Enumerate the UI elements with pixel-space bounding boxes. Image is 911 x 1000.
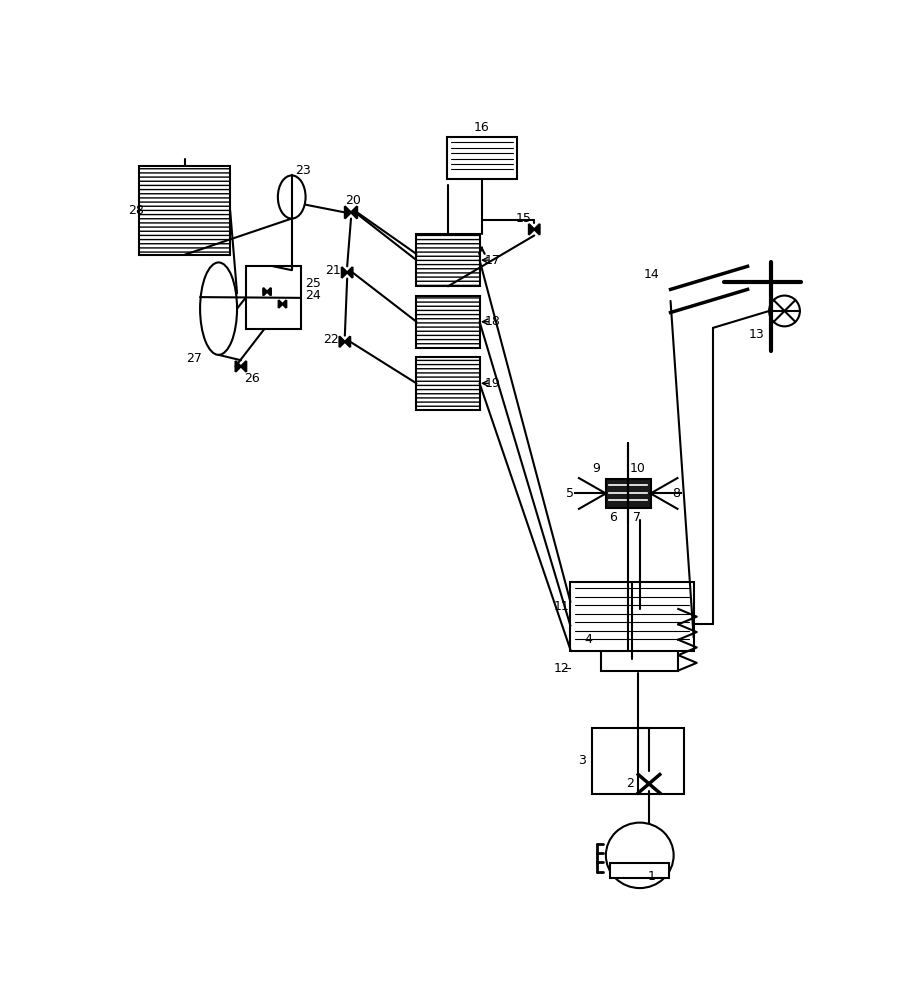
Bar: [606, 479, 650, 508]
Ellipse shape: [606, 823, 673, 888]
Text: 9: 9: [592, 462, 599, 475]
Bar: [601, 609, 679, 671]
Text: 24: 24: [305, 289, 321, 302]
Bar: [592, 728, 684, 794]
Text: 8: 8: [672, 487, 681, 500]
Bar: [570, 582, 693, 651]
Text: 20: 20: [345, 194, 361, 207]
Bar: [447, 137, 517, 179]
Polygon shape: [241, 361, 246, 372]
Ellipse shape: [200, 262, 237, 355]
Text: 18: 18: [485, 315, 500, 328]
Text: 16: 16: [474, 121, 490, 134]
Polygon shape: [534, 224, 539, 235]
Text: 4: 4: [584, 633, 592, 646]
Text: 5: 5: [566, 487, 574, 500]
Polygon shape: [263, 288, 267, 296]
Text: 1: 1: [648, 870, 655, 883]
Polygon shape: [529, 224, 534, 235]
Bar: [416, 234, 479, 286]
Polygon shape: [342, 267, 347, 278]
Text: 14: 14: [643, 267, 660, 280]
Bar: [416, 357, 479, 410]
Polygon shape: [282, 300, 286, 308]
Polygon shape: [345, 206, 351, 219]
Text: 15: 15: [516, 212, 532, 225]
Polygon shape: [340, 336, 345, 347]
Text: 7: 7: [633, 511, 640, 524]
Text: 19: 19: [485, 377, 500, 390]
Polygon shape: [267, 288, 271, 296]
Text: 25: 25: [305, 277, 321, 290]
Text: 22: 22: [323, 333, 339, 346]
Text: 10: 10: [630, 462, 646, 475]
Bar: [416, 296, 479, 348]
Bar: [245, 266, 301, 329]
Polygon shape: [347, 267, 353, 278]
Text: 13: 13: [749, 328, 765, 341]
Bar: [139, 166, 230, 255]
Text: 28: 28: [128, 204, 144, 217]
Polygon shape: [351, 206, 357, 219]
Text: 3: 3: [578, 754, 586, 767]
Text: 26: 26: [244, 372, 260, 385]
Text: 6: 6: [609, 511, 617, 524]
Text: 11: 11: [554, 600, 569, 613]
Text: 12: 12: [554, 662, 569, 675]
Text: 21: 21: [325, 264, 342, 277]
Polygon shape: [236, 361, 241, 372]
Polygon shape: [345, 336, 350, 347]
Text: 2: 2: [626, 777, 634, 790]
Bar: [610, 863, 669, 878]
Text: 17: 17: [485, 254, 500, 267]
Circle shape: [769, 296, 800, 326]
Text: 27: 27: [186, 352, 202, 365]
Polygon shape: [279, 300, 282, 308]
Ellipse shape: [278, 175, 305, 219]
Text: 23: 23: [295, 164, 311, 177]
